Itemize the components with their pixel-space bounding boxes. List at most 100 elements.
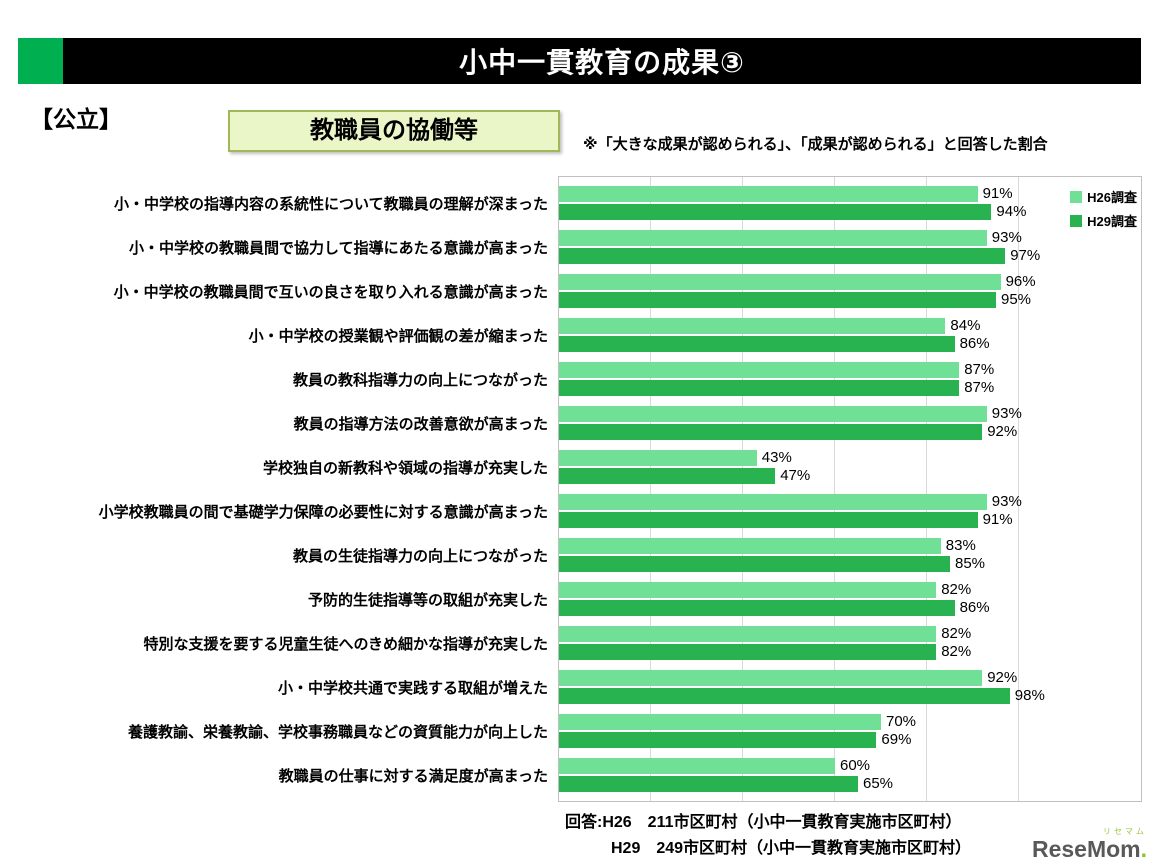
bar-H26調査 [559, 274, 1001, 290]
value-label: 83% [945, 537, 976, 554]
category-label: 小・中学校の授業観や評価観の差が縮まった [248, 327, 548, 345]
bar-line: 86% [559, 600, 1141, 616]
value-label: 69% [881, 731, 912, 748]
bar-group: 96% 95% [559, 269, 1141, 313]
value-label: 86% [959, 599, 990, 616]
value-label: 93% [991, 229, 1022, 246]
value-label: 86% [959, 335, 990, 352]
bar-line: 43% [559, 450, 1141, 466]
value-label: 93% [991, 405, 1022, 422]
bar-H26調査 [559, 406, 987, 422]
bar-group: 82% 82% [559, 621, 1141, 665]
bar-line: 85% [559, 556, 1141, 572]
value-label: 91% [982, 185, 1013, 202]
bar-line: 91% [559, 512, 1141, 528]
bar-line: 69% [559, 732, 1141, 748]
bar-H26調査 [559, 626, 937, 642]
category-label: 教員の指導方法の改善意欲が高まった [293, 415, 548, 433]
category-label: 教員の生徒指導力の向上につながった [292, 547, 548, 565]
bar-line: 86% [559, 336, 1141, 352]
bar-line: 92% [559, 670, 1141, 686]
public-label: 【公立】 [30, 106, 122, 132]
bar-line: 87% [559, 380, 1141, 396]
value-label: 43% [761, 449, 792, 466]
accent-square [18, 38, 63, 84]
bar-group: 83% 85% [559, 533, 1141, 577]
bar-group: 92% 98% [559, 665, 1141, 709]
bar-line: 93% [559, 494, 1141, 510]
bar-H29調査 [559, 644, 937, 660]
bar-line: 94% [559, 204, 1141, 220]
category-label: 小・中学校共通で実践する取組が増えた [277, 679, 548, 697]
bar-group: 84% 86% [559, 313, 1141, 357]
category-label: 養護教諭、栄養教諭、学校事務職員などの資質能力が向上した [127, 723, 548, 741]
bar-line: 82% [559, 582, 1141, 598]
value-label: 96% [1005, 273, 1036, 290]
bar-H29調査 [559, 776, 858, 792]
value-label: 97% [1010, 247, 1041, 264]
bar-H26調査 [559, 450, 757, 466]
bar-group: 87% 87% [559, 357, 1141, 401]
bar-H29調査 [559, 688, 1010, 704]
value-label: 92% [987, 669, 1018, 686]
legend-label: H29調査 [1087, 214, 1137, 229]
category-label: 教員の教科指導力の向上につながった [292, 371, 548, 389]
legend-item: H29調査 [1070, 211, 1137, 230]
category-label: 教職員の仕事に対する満足度が高まった [278, 767, 548, 785]
bar-H29調査 [559, 204, 992, 220]
page-title: 小中一貫教育の成果③ [459, 47, 745, 78]
bar-line: 92% [559, 424, 1141, 440]
resemom-logo: リセマム ReseMom. [1032, 828, 1147, 861]
bar-line: 91% [559, 186, 1141, 202]
bar-line: 93% [559, 406, 1141, 422]
bar-H29調査 [559, 732, 877, 748]
bar-H29調査 [559, 380, 960, 396]
resemom-logo-ruby: リセマム [1103, 827, 1147, 836]
bar-rows: 91% 94% 93% 97% 96% 95% 84% 86% 87% 87% 93% 92% 43% 4… [559, 181, 1141, 797]
value-label: 91% [982, 511, 1013, 528]
value-label: 65% [863, 775, 894, 792]
plot-area: 91% 94% 93% 97% 96% 95% 84% 86% 87% 87% 93% 92% 43% 4… [558, 176, 1142, 802]
category-label: 学校独自の新教科や領域の指導が充実した [262, 459, 548, 477]
legend-label: H26調査 [1087, 190, 1137, 205]
title-bar: 小中一貫教育の成果③ [18, 38, 1141, 84]
category-label: 予防的生徒指導等の取組が充実した [307, 591, 548, 609]
bar-group: 93% 91% [559, 489, 1141, 533]
bar-H26調査 [559, 670, 983, 686]
bar-group: 82% 86% [559, 577, 1141, 621]
bar-line: 82% [559, 644, 1141, 660]
value-label: 84% [950, 317, 981, 334]
source-note-line1: 回答:H26 211市区町村（小中一貫教育実施市区町村） [565, 814, 962, 831]
category-label: 小・中学校の教職員間で互いの良さを取り入れる意識が高まった [113, 283, 548, 301]
bar-chart: 小・中学校の指導内容の系統性について教職員の理解が深まった 小・中学校の教職員間で… [12, 176, 1142, 802]
legend-swatch [1070, 214, 1083, 227]
category-label: 小・中学校の教職員間で協力して指導にあたる意識が高まった [129, 239, 548, 257]
bar-H26調査 [559, 230, 987, 246]
category-labels: 小・中学校の指導内容の系統性について教職員の理解が深まった 小・中学校の教職員間で… [12, 176, 558, 802]
bar-H26調査 [559, 318, 946, 334]
bar-line: 82% [559, 626, 1141, 642]
title-bar-background: 小中一貫教育の成果③ [63, 38, 1141, 84]
bar-line: 96% [559, 274, 1141, 290]
source-note-line2: H29 249市区町村（小中一貫教育実施市区町村） [611, 840, 972, 857]
bar-line: 47% [559, 468, 1141, 484]
value-label: 98% [1014, 687, 1045, 704]
bar-H26調査 [559, 758, 835, 774]
bar-H26調査 [559, 582, 937, 598]
legend-swatch [1070, 190, 1083, 203]
bar-H29調査 [559, 468, 776, 484]
value-label: 94% [996, 203, 1027, 220]
bar-line: 98% [559, 688, 1141, 704]
value-label: 95% [1001, 291, 1032, 308]
bar-H26調査 [559, 362, 960, 378]
bar-line: 87% [559, 362, 1141, 378]
value-label: 87% [964, 361, 995, 378]
bar-line: 84% [559, 318, 1141, 334]
bar-line: 97% [559, 248, 1141, 264]
source-note: 回答:H26 211市区町村（小中一貫教育実施市区町村） H29 249市区町村… [565, 810, 971, 862]
bar-line: 95% [559, 292, 1141, 308]
category-label: 小・中学校の指導内容の系統性について教職員の理解が深まった [114, 195, 548, 213]
bar-H26調査 [559, 186, 978, 202]
section-title-box: 教職員の協働等 [228, 110, 560, 152]
